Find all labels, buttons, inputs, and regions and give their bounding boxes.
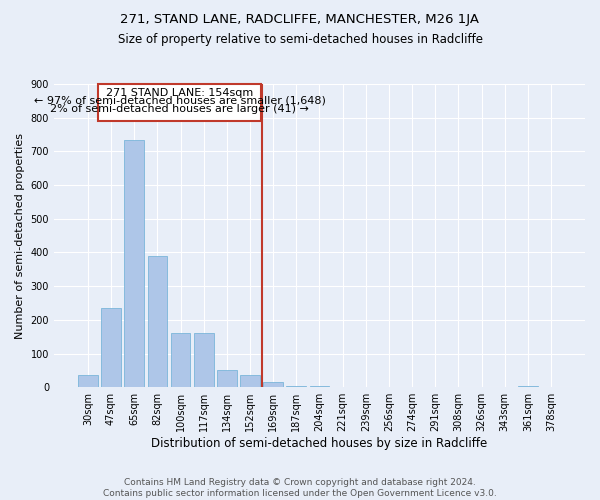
Bar	[286, 386, 306, 387]
Bar	[148, 256, 167, 387]
Text: 271, STAND LANE, RADCLIFFE, MANCHESTER, M26 1JA: 271, STAND LANE, RADCLIFFE, MANCHESTER, …	[121, 12, 479, 26]
Bar	[263, 382, 283, 387]
Bar	[518, 386, 538, 387]
Bar	[240, 376, 260, 387]
Text: 271 STAND LANE: 154sqm: 271 STAND LANE: 154sqm	[106, 88, 253, 98]
X-axis label: Distribution of semi-detached houses by size in Radcliffe: Distribution of semi-detached houses by …	[151, 437, 488, 450]
Text: Size of property relative to semi-detached houses in Radcliffe: Size of property relative to semi-detach…	[118, 32, 482, 46]
FancyBboxPatch shape	[98, 84, 261, 121]
Bar	[78, 376, 98, 387]
Text: Contains HM Land Registry data © Crown copyright and database right 2024.
Contai: Contains HM Land Registry data © Crown c…	[103, 478, 497, 498]
Text: 2% of semi-detached houses are larger (41) →: 2% of semi-detached houses are larger (4…	[50, 104, 309, 114]
Bar	[170, 334, 190, 387]
Text: ← 97% of semi-detached houses are smaller (1,648): ← 97% of semi-detached houses are smalle…	[34, 96, 326, 106]
Bar	[194, 334, 214, 387]
Bar	[217, 370, 236, 387]
Bar	[310, 386, 329, 387]
Bar	[101, 308, 121, 387]
Y-axis label: Number of semi-detached properties: Number of semi-detached properties	[15, 132, 25, 338]
Bar	[333, 386, 352, 387]
Bar	[124, 140, 144, 387]
